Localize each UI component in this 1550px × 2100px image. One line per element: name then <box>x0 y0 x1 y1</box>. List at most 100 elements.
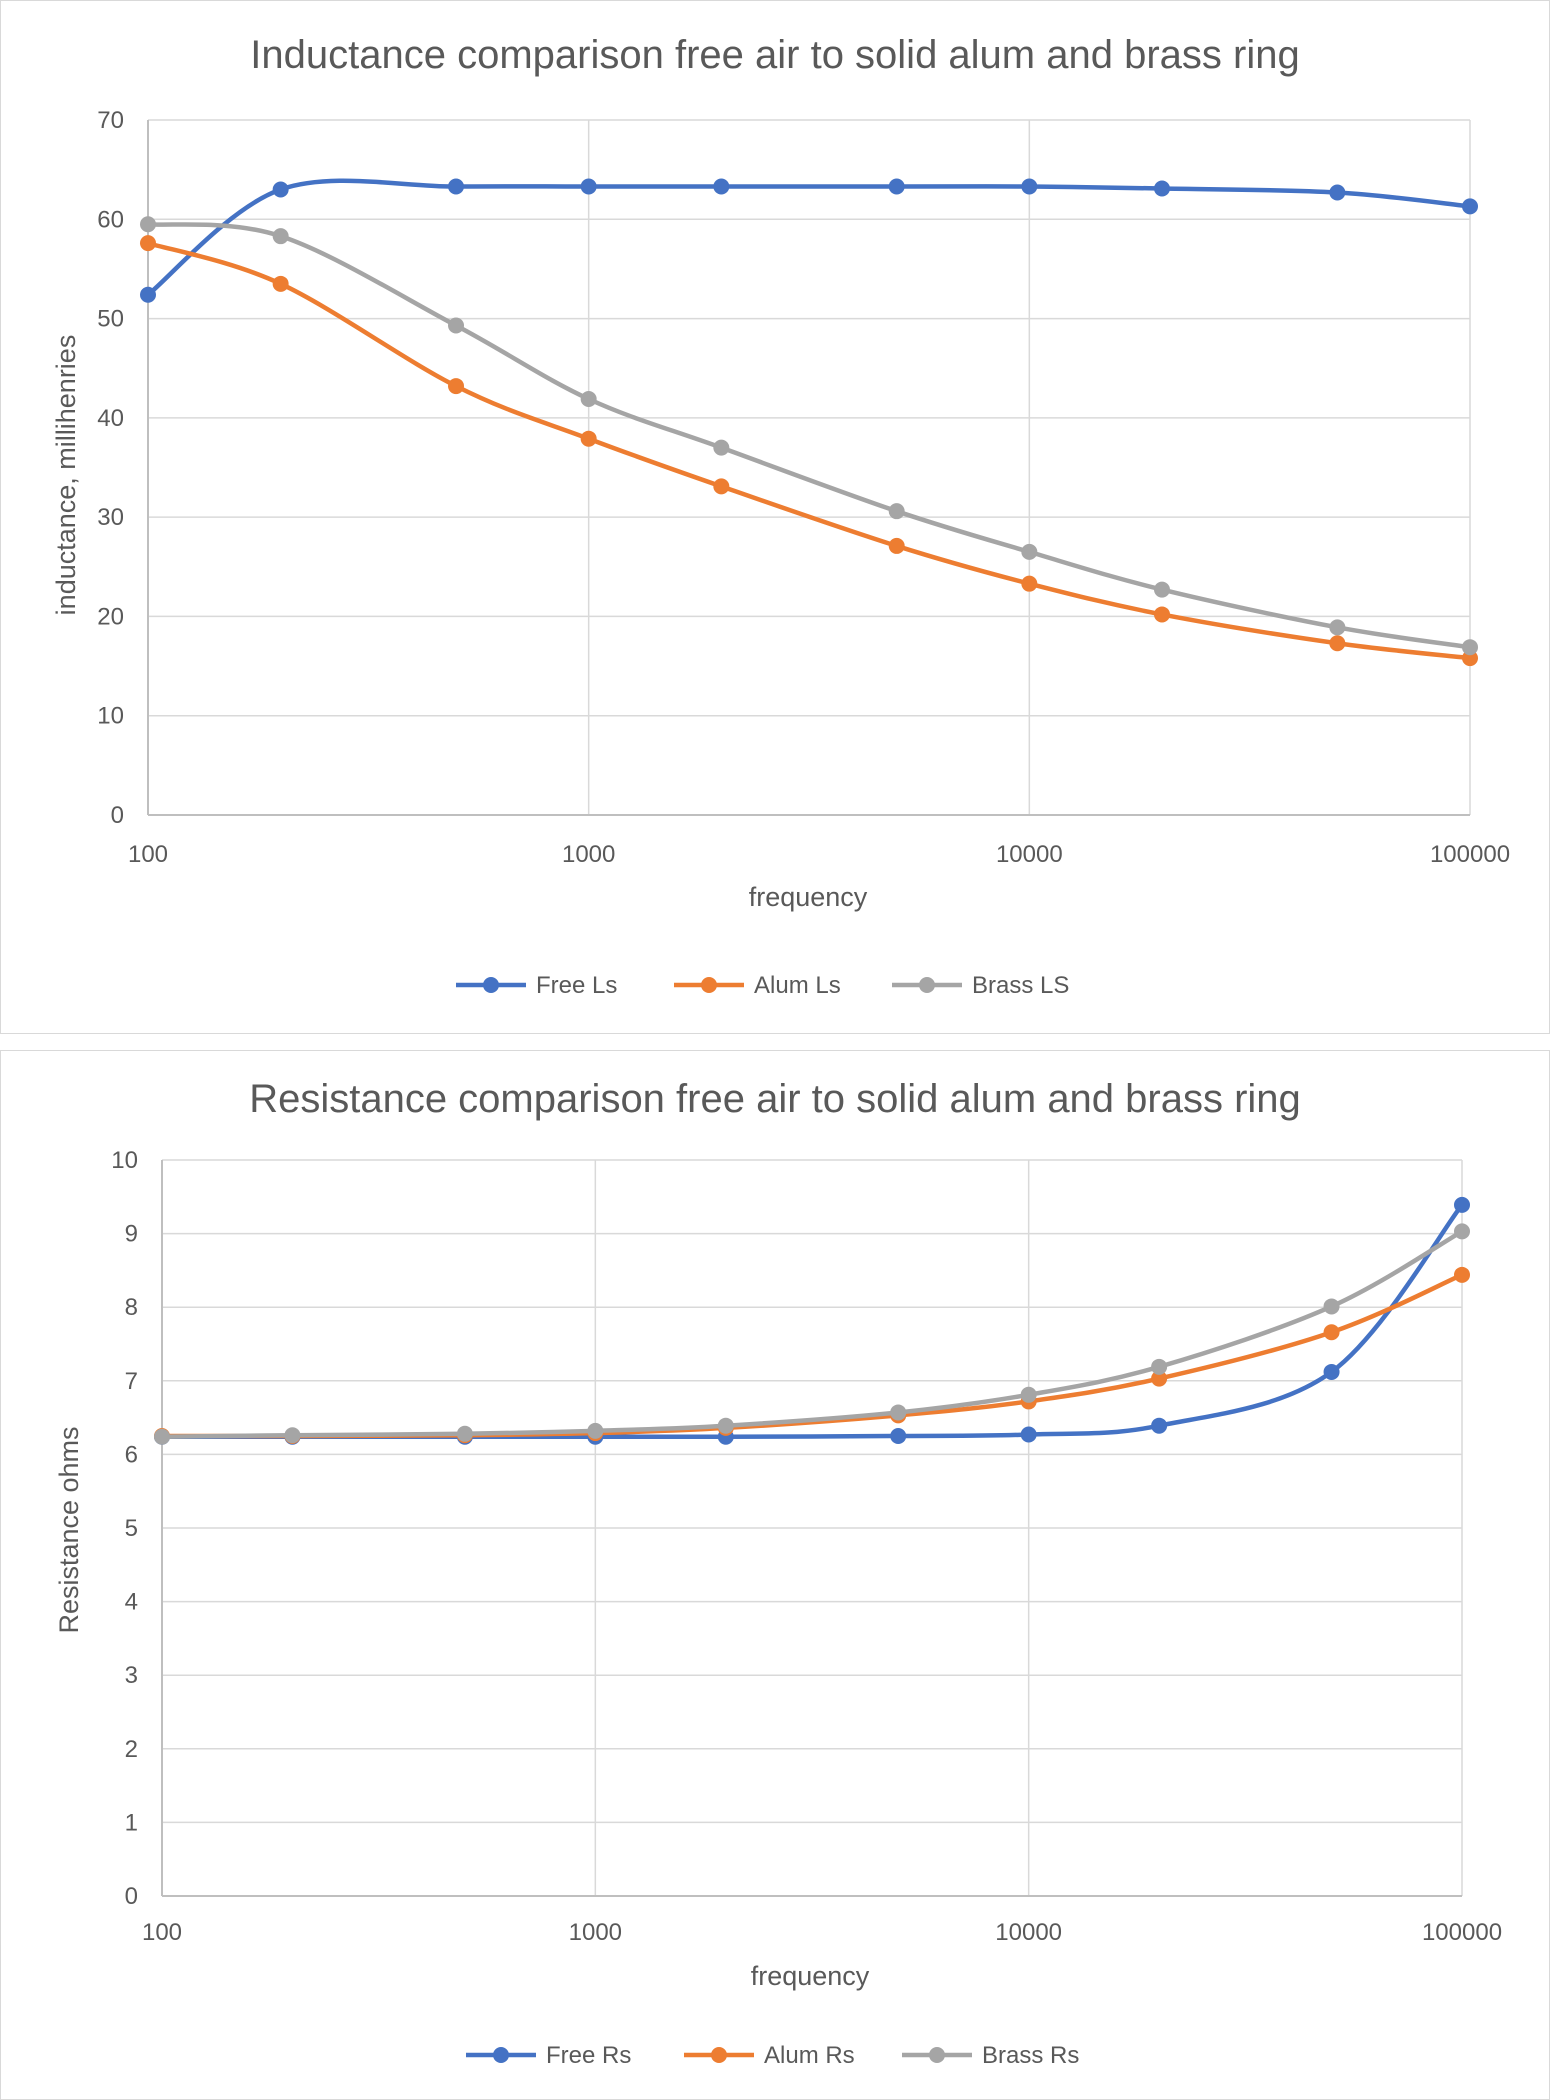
resistance-y-tick-label: 7 <box>125 1368 138 1395</box>
data-point-brass-rs <box>456 1425 473 1442</box>
data-point-brass-rs <box>1151 1358 1168 1375</box>
data-point-alum-ls <box>1329 635 1346 652</box>
data-point-free-ls <box>272 181 289 198</box>
inductance-x-tick-label: 10000 <box>996 841 1063 868</box>
data-point-brass-ls <box>580 390 597 407</box>
resistance-plot: 0 1 2 3 4 5 6 7 8 9 10 100 1000 10000 100000 Free Rs Alu… <box>111 1147 1502 2069</box>
inductance-chart-title: Inductance comparison free air to solid … <box>250 33 1299 77</box>
data-point-free-ls <box>713 178 730 195</box>
data-point-brass-rs <box>284 1427 301 1444</box>
data-point-brass-rs <box>890 1404 907 1421</box>
data-point-free-ls <box>1021 178 1038 195</box>
inductance-y-tick-label: 30 <box>97 504 124 531</box>
data-point-free-ls <box>140 286 156 303</box>
data-point-alum-ls <box>888 537 905 554</box>
inductance-y-axis-label: inductance, millihenries <box>51 335 81 616</box>
resistance-y-tick-label: 9 <box>125 1221 138 1248</box>
data-point-alum-rs <box>1151 1370 1168 1387</box>
legend-label: Alum Rs <box>764 2042 855 2069</box>
legend-swatch-marker <box>493 2047 509 2063</box>
resistance-x-axis-label: frequency <box>751 1961 870 1991</box>
resistance-y-tick-label: 0 <box>125 1883 138 1910</box>
resistance-chart-title: Resistance comparison free air to solid … <box>249 1077 1301 1121</box>
resistance-y-tick-label: 6 <box>125 1441 138 1468</box>
data-point-brass-rs <box>587 1422 604 1439</box>
series-line-alum-rs <box>161 1272 1463 1439</box>
data-point-free-ls <box>1153 180 1170 197</box>
legend-label: Free Ls <box>536 972 617 999</box>
legend-label: Alum Ls <box>754 972 841 999</box>
data-point-brass-rs <box>1020 1386 1037 1403</box>
resistance-y-tick-label: 2 <box>125 1736 138 1763</box>
inductance-y-tick-label: 60 <box>97 206 124 233</box>
inductance-legend: Free Ls Alum Ls Brass LS <box>456 972 1069 999</box>
data-point-free-ls <box>448 178 465 195</box>
data-point-free-ls <box>1329 184 1346 201</box>
data-point-free-rs <box>890 1428 907 1444</box>
legend-swatch-marker <box>919 977 935 993</box>
data-point-brass-rs <box>717 1417 734 1434</box>
data-point-alum-ls <box>580 430 597 447</box>
series-line-free-ls <box>146 178 1471 297</box>
data-point-brass-rs <box>1323 1298 1340 1315</box>
inductance-x-axis-label: frequency <box>749 882 868 912</box>
data-point-brass-ls <box>1329 619 1346 636</box>
legend-item-free-rs: Free Rs <box>466 2042 631 2069</box>
inductance-series-free-ls <box>140 178 1478 303</box>
inductance-series-brass-ls <box>140 216 1478 656</box>
data-point-alum-ls <box>1153 606 1170 623</box>
data-point-free-rs <box>1454 1196 1470 1213</box>
data-point-alum-ls <box>1021 575 1038 592</box>
legend-swatch-marker <box>701 977 717 993</box>
resistance-y-tick-label: 8 <box>125 1294 138 1321</box>
data-point-free-rs <box>1151 1417 1168 1434</box>
inductance-x-tick-label: 100 <box>128 841 168 868</box>
resistance-legend: Free Rs Alum Rs Brass Rs <box>466 2042 1079 2069</box>
inductance-y-tick-label: 70 <box>97 107 124 134</box>
data-point-brass-ls <box>713 439 730 456</box>
inductance-x-tick-label: 1000 <box>562 841 615 868</box>
legend-swatch-marker <box>711 2047 727 2063</box>
inductance-series-alum-ls <box>140 235 1478 667</box>
resistance-chart-frame <box>0 1050 1550 2100</box>
data-point-brass-ls <box>448 317 465 334</box>
data-point-brass-ls <box>272 228 289 245</box>
resistance-series-alum-rs <box>154 1266 1470 1444</box>
legend-label: Free Rs <box>546 2042 631 2069</box>
data-point-free-ls <box>888 178 905 195</box>
data-point-brass-rs <box>154 1428 170 1445</box>
series-line-free-rs <box>162 1203 1464 1440</box>
resistance-y-tick-label: 10 <box>111 1147 138 1174</box>
legend-swatch-marker <box>929 2047 945 2063</box>
legend-item-free-ls: Free Ls <box>456 972 617 999</box>
inductance-y-tick-label: 50 <box>97 306 124 333</box>
legend-item-brass-rs: Brass Rs <box>902 2042 1079 2069</box>
legend-label: Brass Rs <box>982 2042 1079 2069</box>
data-point-alum-ls <box>272 275 289 292</box>
resistance-series-brass-rs <box>154 1223 1470 1445</box>
series-line-alum-ls <box>147 240 1471 661</box>
data-point-free-rs <box>1323 1363 1340 1380</box>
data-point-brass-ls <box>1021 543 1038 560</box>
data-point-brass-rs <box>1454 1223 1470 1240</box>
inductance-plot: 0 10 20 30 40 50 60 70 100 1000 10000 100000 Free Ls… <box>97 107 1510 999</box>
data-point-brass-ls <box>140 216 156 233</box>
legend-item-brass-ls: Brass LS <box>892 972 1069 999</box>
data-point-alum-ls <box>140 235 156 252</box>
data-point-free-ls <box>580 178 597 195</box>
data-point-alum-rs <box>1454 1266 1470 1283</box>
inductance-y-tick-label: 20 <box>97 603 124 630</box>
data-point-free-ls <box>1462 198 1478 215</box>
data-point-free-rs <box>1020 1426 1037 1443</box>
data-point-alum-ls <box>448 378 465 395</box>
legend-swatch-marker <box>483 977 499 993</box>
inductance-x-tick-label: 100000 <box>1430 841 1510 868</box>
legend-item-alum-rs: Alum Rs <box>684 2042 855 2069</box>
legend-label: Brass LS <box>972 972 1069 999</box>
series-line-brass-ls <box>147 222 1471 650</box>
resistance-y-tick-label: 5 <box>125 1515 138 1542</box>
resistance-y-axis-label: Resistance ohms <box>54 1426 84 1633</box>
data-point-alum-rs <box>1323 1324 1340 1341</box>
data-point-brass-ls <box>1462 639 1478 656</box>
resistance-y-tick-label: 4 <box>125 1589 138 1616</box>
